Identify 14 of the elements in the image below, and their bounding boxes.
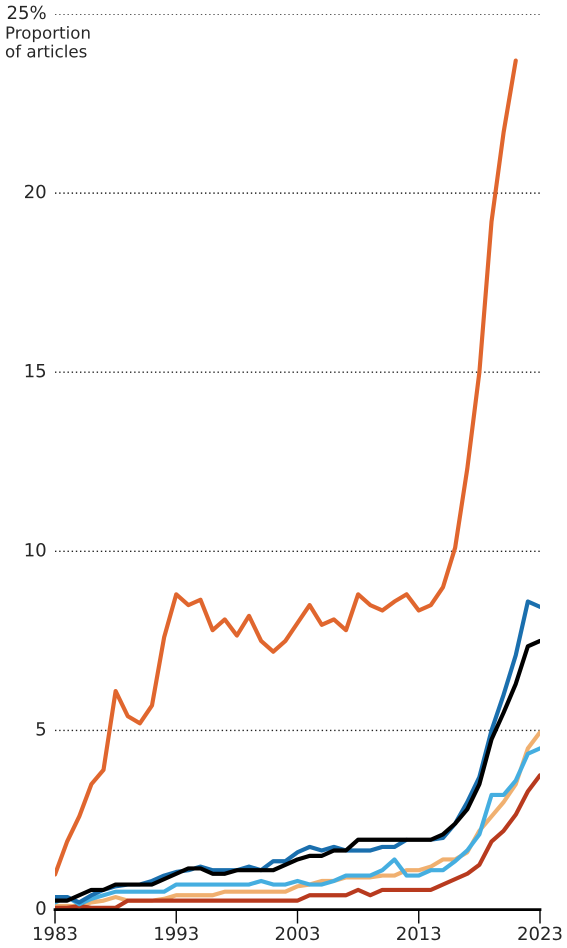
y-tick-label: 0 <box>36 901 46 915</box>
x-tick-label: 2013 <box>397 926 440 940</box>
line-series <box>55 773 540 910</box>
x-tick-label: 1993 <box>155 926 198 940</box>
x-tick-label: 1983 <box>34 926 77 940</box>
x-tick-label: 2023 <box>518 926 562 940</box>
y-axis-title: Proportion of articles <box>6 26 90 58</box>
y-tick-label: 10 <box>26 542 46 557</box>
y-tick-label: 5 <box>36 722 46 736</box>
x-tick-label: 2003 <box>276 926 320 940</box>
line-series <box>55 58 518 877</box>
y-tick-label: 15 <box>26 364 46 378</box>
y-tick-label: 20 <box>25 184 46 198</box>
y-tick-label: 25% <box>8 6 46 20</box>
